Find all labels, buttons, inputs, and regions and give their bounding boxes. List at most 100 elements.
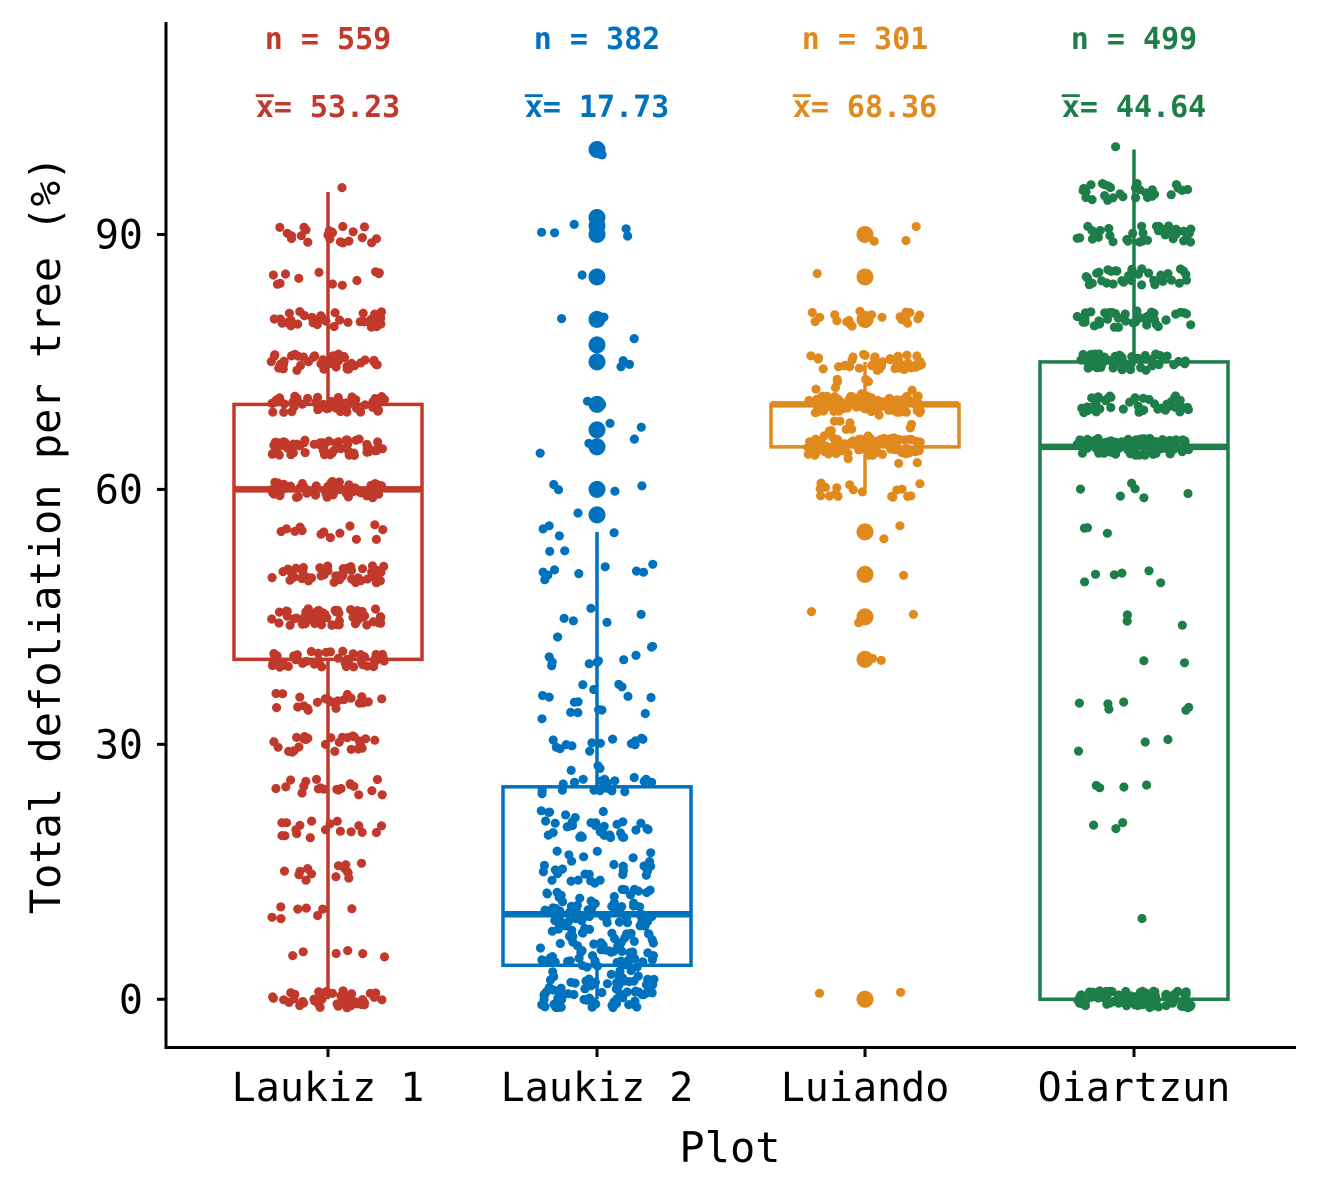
data-point [641, 870, 651, 880]
data-point [1170, 393, 1180, 403]
y-tick-label: 0 [119, 977, 143, 1023]
data-point [875, 364, 885, 374]
data-point [609, 859, 619, 870]
data-point [298, 947, 308, 957]
data-point [1153, 404, 1163, 414]
data-point [617, 902, 627, 912]
data-point [1118, 818, 1128, 828]
data-point [335, 826, 345, 836]
data-point [609, 898, 619, 908]
data-point [648, 559, 658, 569]
data-point [1089, 321, 1099, 331]
mean-label: x̅= 68.36 [793, 90, 938, 125]
data-point [902, 350, 912, 360]
data-point [588, 997, 599, 1007]
data-point [536, 806, 546, 816]
data-point [312, 315, 322, 326]
data-point [832, 377, 843, 387]
data-point [866, 310, 877, 320]
data-point [356, 858, 367, 868]
data-point [855, 306, 865, 316]
data-point [915, 310, 925, 320]
data-point [360, 400, 370, 410]
data-point [1161, 315, 1171, 325]
data-point [317, 613, 327, 623]
data-point [319, 570, 329, 580]
data-point [643, 916, 653, 927]
data-point [589, 939, 599, 949]
data-point [322, 986, 332, 997]
data-point [301, 225, 311, 235]
data-point [375, 576, 385, 586]
data-point [646, 848, 656, 858]
data-point [638, 567, 649, 577]
data-point [370, 604, 381, 614]
data-point [1145, 1002, 1155, 1012]
data-point [268, 270, 278, 280]
outlier-point [588, 506, 606, 524]
data-point [845, 480, 855, 490]
data-point [317, 994, 327, 1004]
data-point [566, 876, 576, 886]
data-point [371, 649, 381, 660]
data-point [602, 918, 612, 928]
mean-label: x̅= 53.23 [256, 90, 401, 125]
data-point [268, 992, 278, 1002]
data-point [619, 832, 629, 843]
data-point [838, 440, 848, 450]
data-point [1128, 228, 1138, 238]
data-point [1086, 307, 1096, 317]
group-3 [1038, 142, 1230, 1013]
data-point [1166, 190, 1176, 200]
data-point [869, 353, 880, 364]
data-point [1185, 237, 1196, 247]
y-axis-title: Total defoliation per tree (%) [21, 156, 70, 915]
data-point [331, 703, 341, 714]
data-point [273, 742, 283, 752]
outlier-point [856, 523, 874, 541]
outlier-point [588, 480, 606, 498]
data-point [364, 447, 374, 457]
data-point [343, 946, 353, 956]
data-point [313, 648, 323, 658]
data-point [589, 684, 599, 695]
data-point [338, 646, 348, 656]
data-point [340, 996, 350, 1006]
data-point [312, 697, 322, 707]
data-point [1183, 184, 1193, 195]
data-point [325, 533, 335, 543]
data-point [624, 977, 634, 987]
data-point [896, 987, 906, 997]
data-point [609, 528, 619, 538]
data-point [310, 351, 320, 361]
data-point [363, 697, 373, 707]
data-point [572, 900, 583, 911]
data-point [911, 221, 921, 232]
data-point [913, 391, 923, 401]
data-point [551, 742, 561, 752]
data-point [301, 607, 311, 617]
data-point [586, 603, 596, 614]
data-point [1144, 566, 1154, 576]
y-tick-label: 90 [95, 212, 143, 258]
data-point [1091, 405, 1101, 415]
data-point [346, 827, 356, 837]
data-point [901, 235, 911, 246]
data-point [628, 853, 638, 863]
data-point [289, 572, 299, 582]
data-point [1111, 142, 1121, 152]
data-point [818, 364, 828, 374]
data-point [331, 948, 341, 959]
data-point [894, 458, 904, 468]
data-point [892, 437, 902, 447]
data-point [314, 987, 324, 997]
data-point [1180, 359, 1190, 369]
data-point [333, 605, 343, 615]
data-point [538, 690, 548, 701]
data-point [806, 607, 817, 617]
data-point [625, 890, 636, 900]
data-point [1137, 913, 1147, 924]
data-point [569, 219, 579, 229]
data-point [372, 774, 382, 785]
